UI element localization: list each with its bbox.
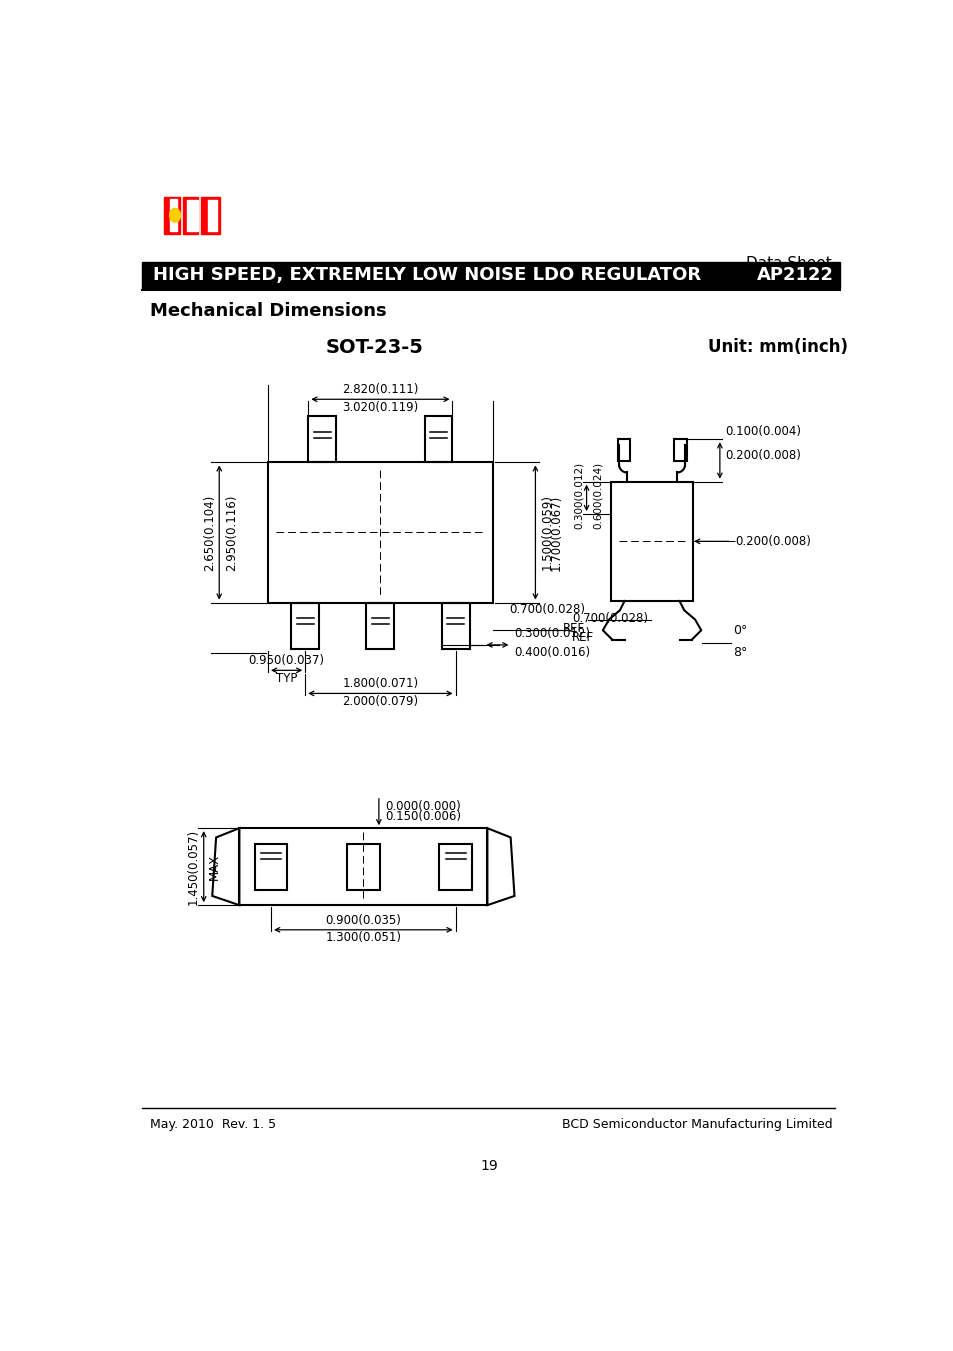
Text: TYP: TYP: [275, 671, 297, 685]
Bar: [171, 218, 177, 231]
Text: Data Sheet: Data Sheet: [745, 257, 831, 272]
Bar: [674, 439, 686, 461]
Bar: [291, 603, 319, 648]
Text: 0.700(0.028): 0.700(0.028): [571, 612, 647, 626]
Text: 1.500(0.059): 1.500(0.059): [540, 494, 554, 570]
Text: 1.300(0.051): 1.300(0.051): [325, 931, 401, 944]
Bar: [171, 197, 179, 215]
Text: 2.950(0.116): 2.950(0.116): [225, 494, 238, 570]
Bar: [441, 603, 469, 648]
Text: Mechanical Dimensions: Mechanical Dimensions: [150, 303, 387, 320]
Bar: [617, 439, 629, 461]
Text: 8°: 8°: [732, 646, 746, 659]
Text: 0.100(0.004): 0.100(0.004): [724, 424, 801, 438]
Bar: [439, 843, 472, 890]
Text: Unit: mm(inch): Unit: mm(inch): [707, 338, 847, 355]
Text: AP2122: AP2122: [756, 266, 833, 284]
Text: 0.700(0.028): 0.700(0.028): [509, 604, 584, 616]
Text: 2.650(0.104): 2.650(0.104): [203, 494, 216, 570]
Bar: [308, 416, 335, 462]
Text: 0.900(0.035): 0.900(0.035): [325, 913, 401, 927]
Text: MAX: MAX: [208, 854, 221, 880]
Bar: [611, 482, 692, 601]
Bar: [208, 197, 220, 234]
Text: 2.000(0.079): 2.000(0.079): [342, 694, 418, 708]
Bar: [239, 828, 487, 905]
Text: REF: REF: [571, 631, 594, 644]
Text: 0.300(0.012): 0.300(0.012): [514, 627, 590, 640]
Text: SOT-23-5: SOT-23-5: [326, 338, 423, 357]
Text: 19: 19: [479, 1159, 497, 1173]
Bar: [201, 197, 208, 234]
Bar: [164, 197, 171, 234]
Text: 0.950(0.037): 0.950(0.037): [249, 654, 324, 667]
Text: 0.200(0.008): 0.200(0.008): [735, 535, 810, 549]
Text: 1.800(0.071): 1.800(0.071): [342, 677, 418, 690]
Text: 1.700(0.067): 1.700(0.067): [550, 494, 562, 570]
Text: HIGH SPEED, EXTREMELY LOW NOISE LDO REGULATOR: HIGH SPEED, EXTREMELY LOW NOISE LDO REGU…: [153, 266, 700, 284]
Text: 1.450(0.057): 1.450(0.057): [187, 828, 199, 905]
Text: 3.020(0.119): 3.020(0.119): [342, 401, 418, 413]
Bar: [254, 843, 287, 890]
Text: BCD Semiconductor Manufacturing Limited: BCD Semiconductor Manufacturing Limited: [561, 1119, 831, 1131]
Text: 0.400(0.016): 0.400(0.016): [514, 646, 590, 659]
Bar: [171, 215, 179, 234]
Text: 0°: 0°: [732, 624, 746, 638]
Bar: [142, 262, 840, 288]
Text: 2.820(0.111): 2.820(0.111): [342, 384, 418, 396]
Text: May. 2010  Rev. 1. 5: May. 2010 Rev. 1. 5: [150, 1119, 276, 1131]
Text: 0.300(0.012): 0.300(0.012): [573, 462, 583, 530]
Text: 0.200(0.008): 0.200(0.008): [724, 449, 801, 462]
Ellipse shape: [170, 208, 180, 222]
Bar: [187, 200, 198, 231]
Bar: [347, 843, 379, 890]
Bar: [424, 416, 452, 462]
Bar: [208, 200, 216, 231]
Polygon shape: [212, 200, 218, 231]
Text: 0.150(0.006): 0.150(0.006): [385, 809, 460, 823]
Bar: [268, 462, 493, 603]
Text: REF: REF: [562, 621, 584, 635]
Bar: [171, 199, 177, 213]
Bar: [366, 603, 394, 648]
Text: 0.600(0.024): 0.600(0.024): [592, 462, 602, 530]
Text: 0.000(0.000): 0.000(0.000): [385, 800, 460, 813]
Bar: [183, 197, 198, 234]
